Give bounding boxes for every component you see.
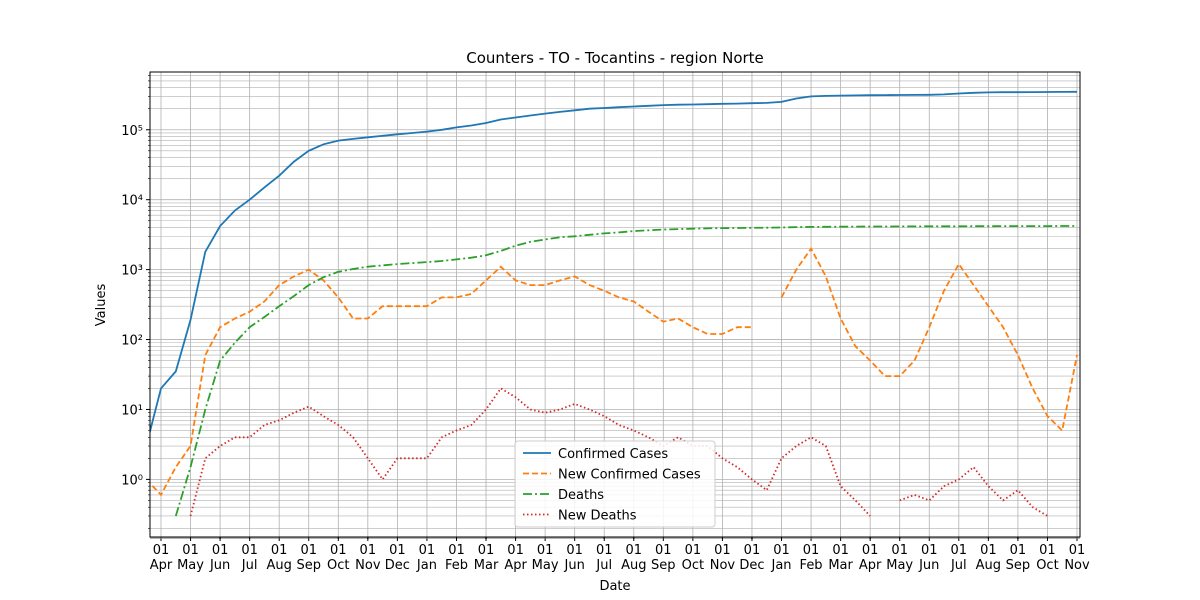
x-tick-label: 01 Dec	[384, 543, 410, 573]
series-line	[150, 246, 1078, 497]
x-tick-label: 01 Jun	[209, 543, 231, 573]
x-tick-label: 01 Jul	[950, 543, 968, 573]
x-tick-label: 01 Jul	[241, 543, 258, 573]
x-tick-label: 01 Feb	[444, 543, 468, 573]
legend-label: New Deaths	[558, 509, 637, 524]
x-tick-label: 01 Sep	[651, 543, 676, 573]
x-tick-label: 01 May	[177, 543, 204, 573]
x-tick-label: 01 Aug	[266, 543, 292, 573]
x-tick-label: 01 Jan	[416, 543, 437, 573]
x-tick-label: 01 Feb	[799, 543, 823, 573]
x-tick-label: 01 Aug	[621, 543, 647, 573]
x-tick-label: 01 Aug	[975, 543, 1002, 573]
x-tick-label: 01 Dec	[739, 543, 765, 573]
x-tick-label: 01 May	[886, 543, 914, 573]
x-tick-label: 01 Jul	[595, 543, 613, 573]
x-tick-label: 01 Apr	[504, 543, 527, 573]
y-tick-label: 10¹	[121, 403, 143, 418]
y-tick-label: 10⁵	[121, 124, 143, 139]
legend: Confirmed Cases New Confirmed Cases Deaths…	[514, 440, 716, 528]
y-axis-label: Values	[94, 284, 109, 327]
x-tick-label: 01 Nov	[1064, 543, 1090, 573]
x-tick-label: 01 Jun	[564, 543, 585, 573]
y-tick-label: 10⁰	[121, 473, 143, 488]
x-tick-label: 01 Sep	[1005, 543, 1031, 573]
x-tick-label: 01 Apr	[858, 543, 882, 573]
x-tick-label: 01 May	[531, 543, 559, 573]
x-tick-label: 01 Nov	[709, 543, 736, 573]
x-tick-label: 01 Jan	[771, 543, 792, 573]
x-tick-label: 01 Oct	[681, 543, 705, 573]
legend-label: Deaths	[558, 488, 604, 503]
x-tick-label: 01 Mar	[828, 543, 853, 573]
x-tick-label: 01 Oct	[327, 543, 350, 573]
legend-label: Confirmed Cases	[558, 447, 668, 462]
axes: 10⁰ 10¹ 10² 10³ 10⁴ 10⁵	[121, 75, 1080, 541]
x-axis-label: Date	[599, 579, 630, 594]
chart-title: Counters - TO - Tocantins - region Norte	[466, 49, 764, 67]
y-tick-label: 10³	[121, 264, 143, 279]
series-line	[174, 225, 1077, 517]
x-tick-label: 01 Jun	[919, 543, 940, 573]
x-tick-label: 01 Apr	[149, 543, 173, 573]
y-tick-label: 10²	[121, 334, 143, 349]
legend-box	[514, 440, 716, 528]
x-tick-label: 01 Sep	[296, 543, 321, 573]
x-tick-label: 01 Oct	[1036, 543, 1059, 573]
x-tick-label: 01 Nov	[355, 543, 381, 573]
y-tick-label: 10⁴	[121, 194, 143, 209]
series-line	[150, 90, 1078, 435]
lines	[150, 90, 1078, 517]
series-line	[189, 387, 1048, 517]
legend-label: New Confirmed Cases	[558, 468, 701, 483]
x-tick-label: 01 Mar	[473, 543, 499, 573]
